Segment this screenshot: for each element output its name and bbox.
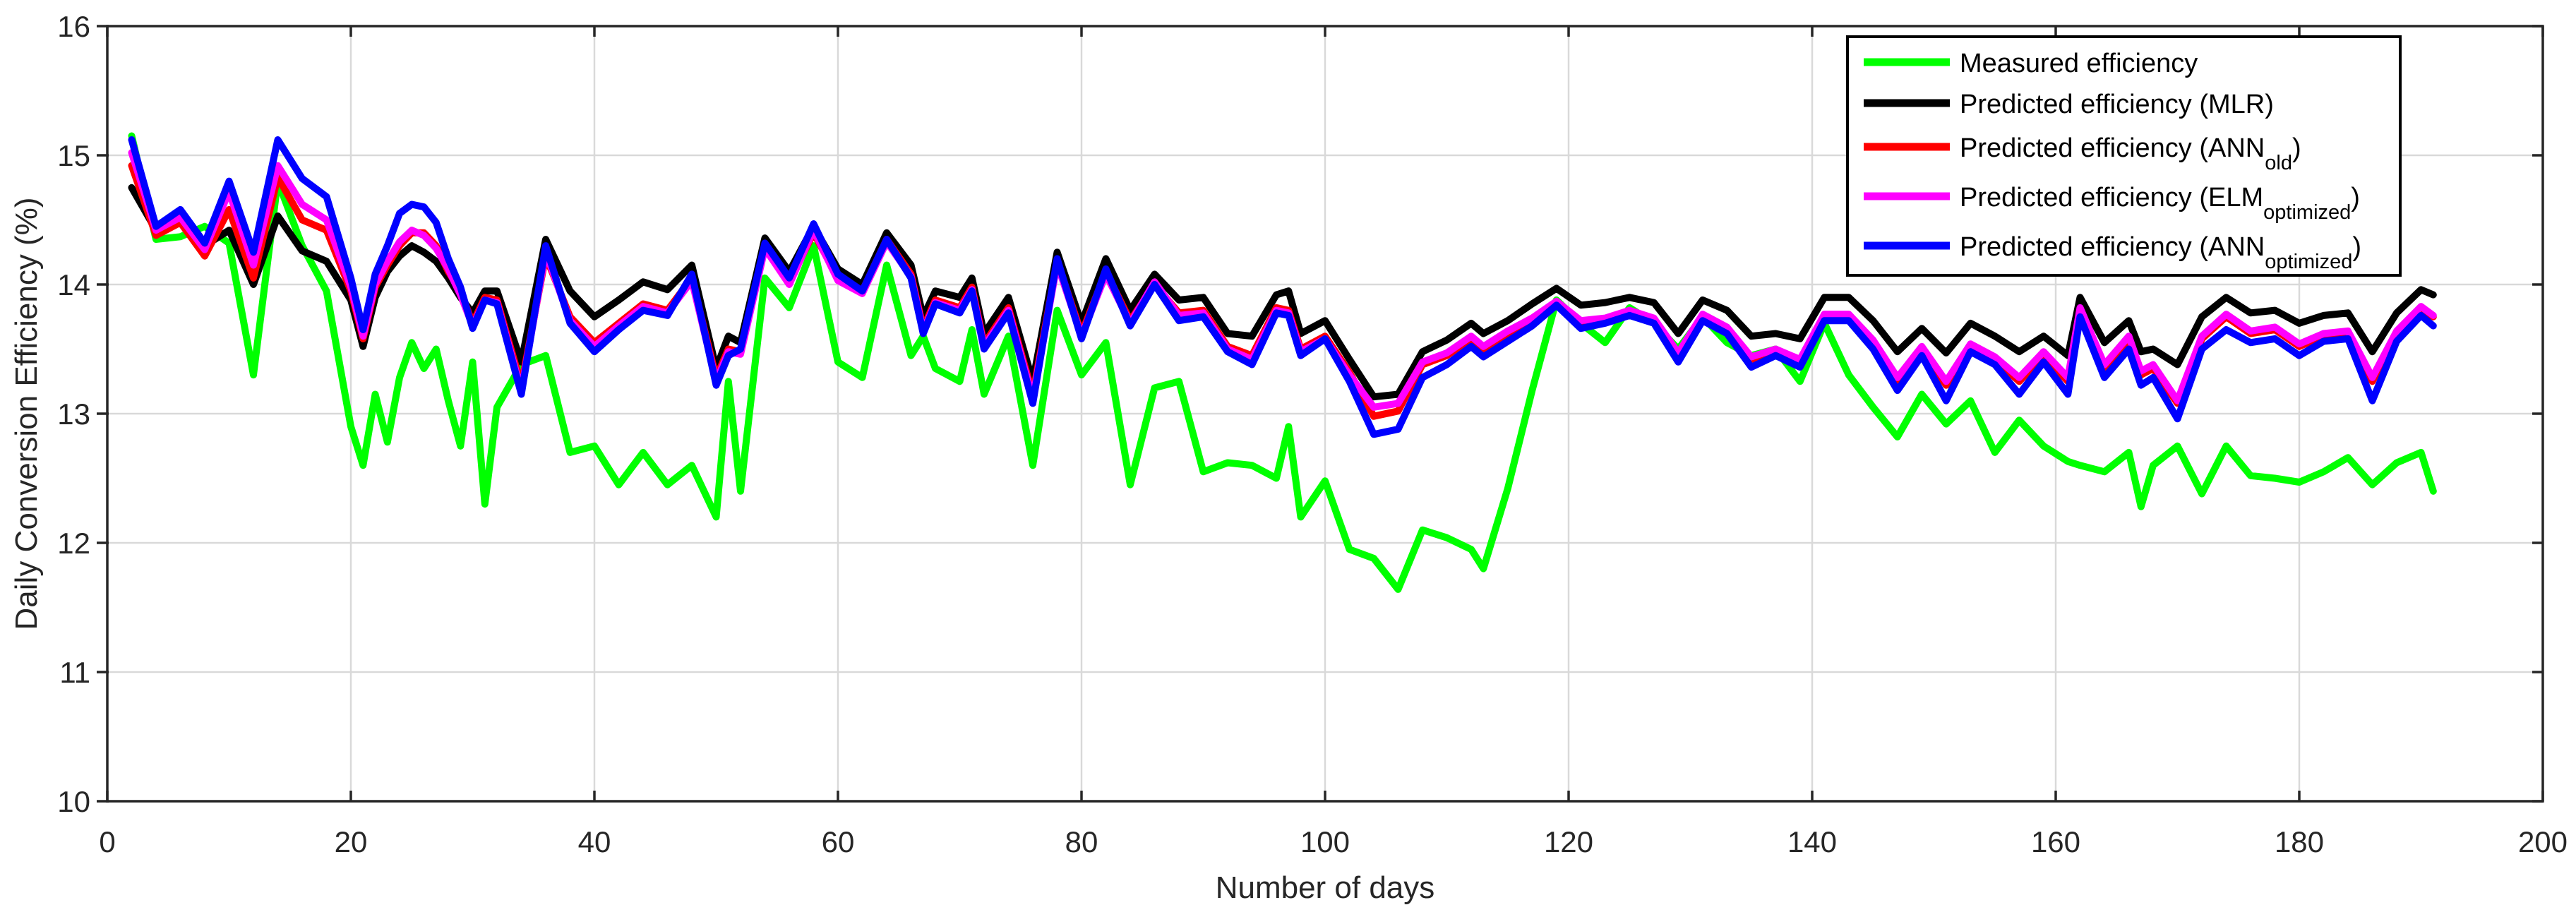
y-tick-label: 12	[57, 527, 90, 560]
legend-box	[1846, 35, 2402, 277]
y-tick-label: 15	[57, 139, 90, 172]
x-tick-label: 100	[1300, 825, 1350, 858]
axis-labels: Number of days Daily Conversion Efficien…	[9, 198, 1434, 905]
x-tick-label: 20	[335, 825, 368, 858]
legend-label-predicted-efficiency-elm-optimized: Predicted efficiency (ELMoptimized)	[1960, 183, 2360, 224]
x-tick-label: 120	[1544, 825, 1593, 858]
x-tick-label: 140	[1787, 825, 1837, 858]
x-axis-label: Number of days	[1216, 870, 1435, 905]
legend-label-predicted-efficiency-mlr: Predicted efficiency (MLR)	[1960, 90, 2274, 119]
series-line-measured-efficiency	[128, 132, 2437, 593]
x-tick-label: 40	[578, 825, 611, 858]
y-tick-label: 10	[57, 785, 90, 818]
x-tick-label: 80	[1065, 825, 1098, 858]
x-tick-label: 160	[2031, 825, 2080, 858]
series-line-predicted-efficiency-ann-optimized	[128, 136, 2437, 438]
x-tick-label: 180	[2275, 825, 2324, 858]
data-series	[128, 132, 2437, 593]
y-tick-label: 14	[57, 268, 90, 301]
y-tick-label: 16	[57, 10, 90, 43]
tick-labels: 0 20 40 60 80 100 120 140 160 180 200 10 11 12 13 14 15 1…	[57, 10, 2568, 858]
legend: Measured efficiency Predicted efficiency …	[1846, 35, 2402, 277]
legend-label-measured-efficiency: Measured efficiency	[1960, 49, 2198, 78]
y-axis-label: Daily Conversion Efficiency (%)	[9, 198, 44, 630]
axes-frame	[97, 25, 2544, 803]
x-tick-label: 0	[99, 825, 115, 858]
x-tick-label: 60	[822, 825, 855, 858]
legend-label-predicted-efficiency-ann-old: Predicted efficiency (ANNold)	[1960, 133, 2301, 174]
legend-label-predicted-efficiency-ann-optimized: Predicted efficiency (ANNoptimized)	[1960, 232, 2361, 273]
y-tick-label: 11	[59, 656, 90, 689]
x-tick-label: 200	[2518, 825, 2568, 858]
y-tick-label: 13	[57, 397, 90, 431]
